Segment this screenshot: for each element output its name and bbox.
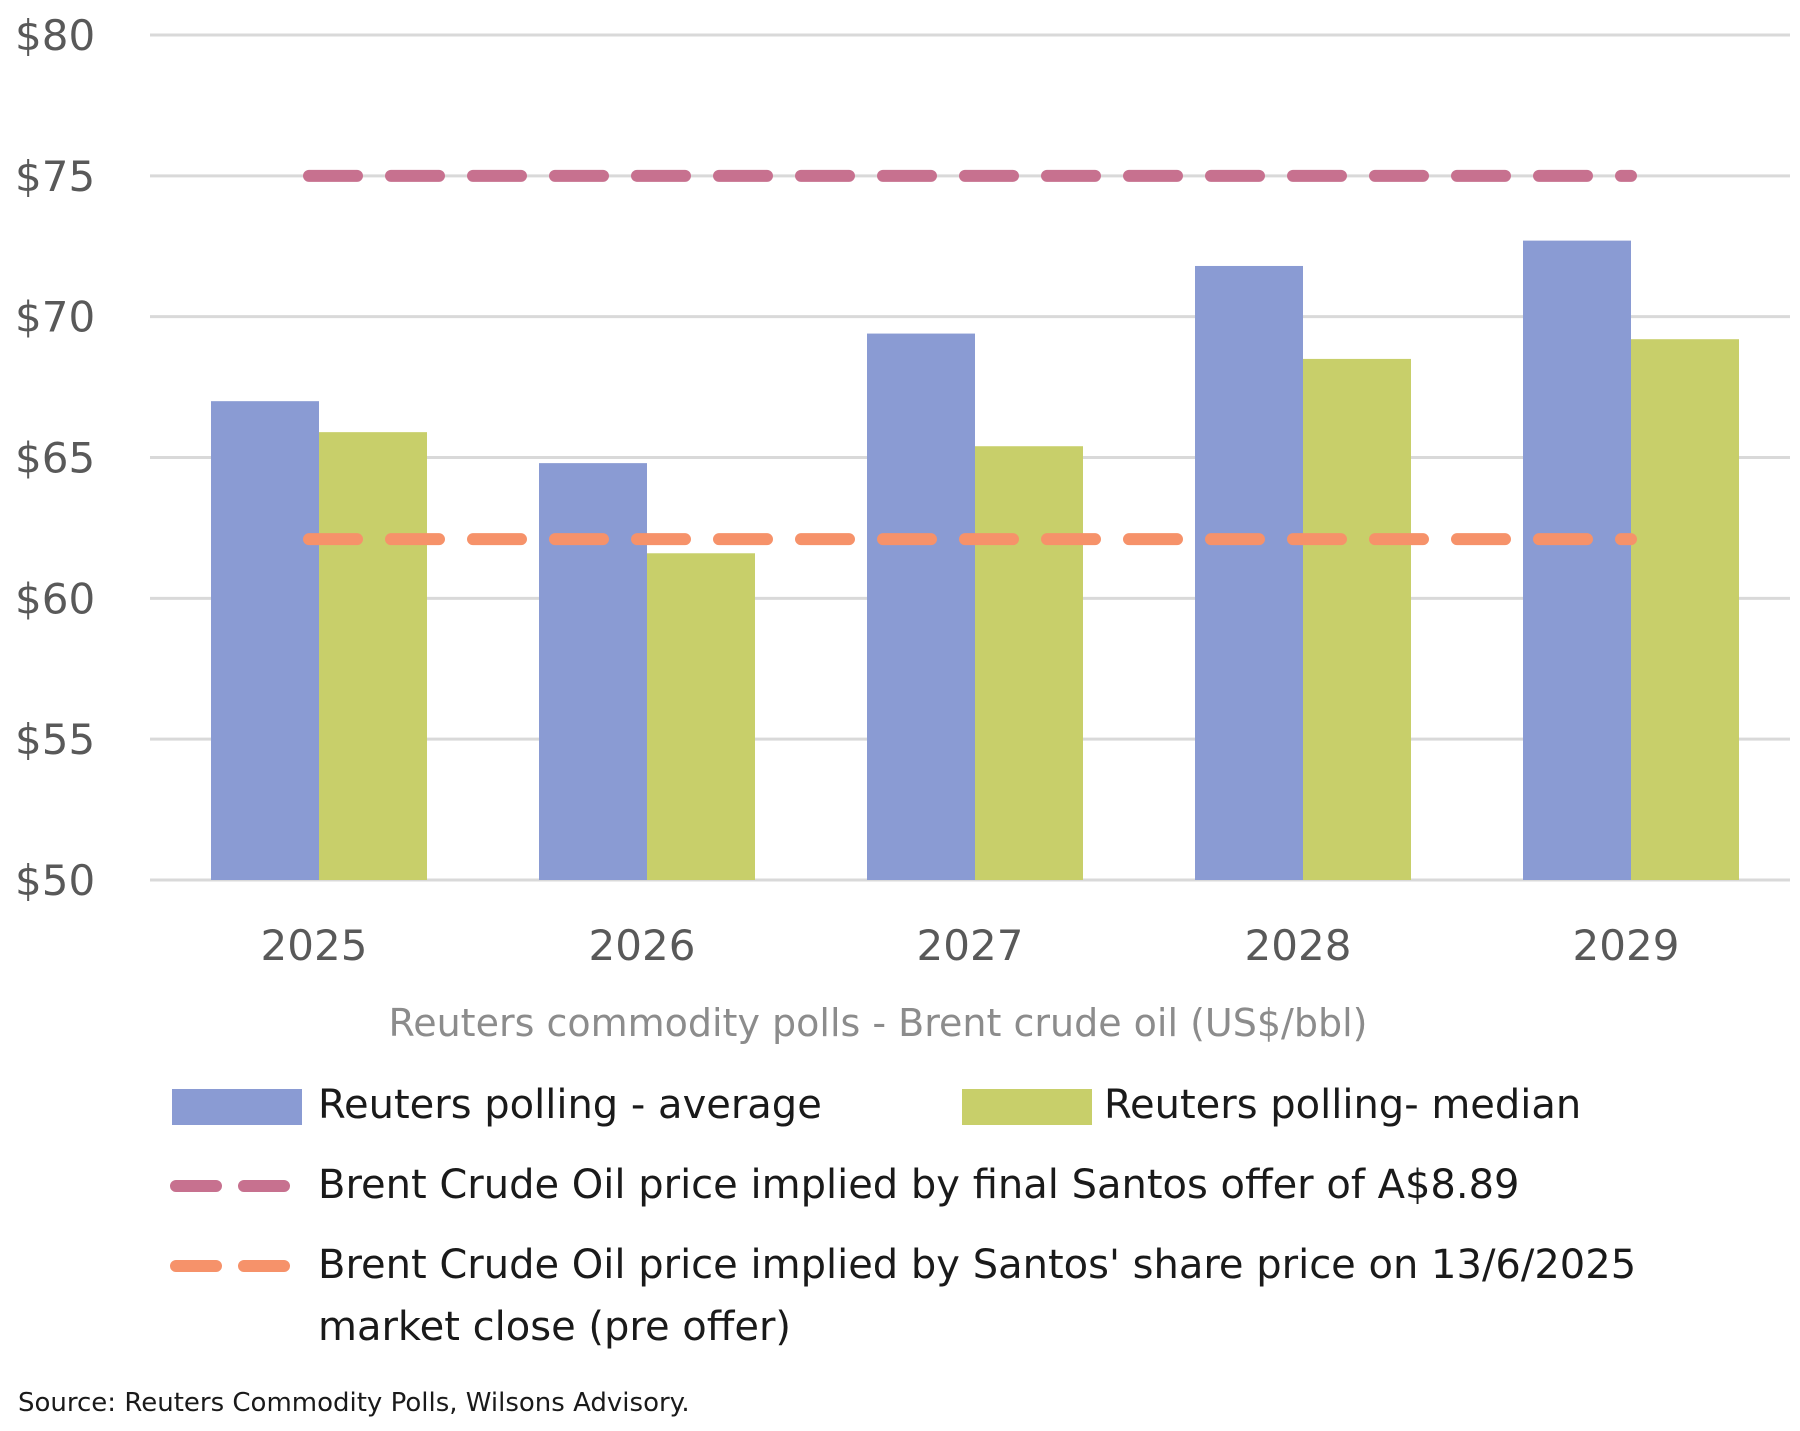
legend-label-offer: Brent Crude Oil price implied by final S…: [318, 1162, 1519, 1208]
y-tick-label: $60: [15, 574, 95, 623]
y-tick-label: $50: [15, 856, 95, 905]
bar-median: [647, 553, 755, 880]
y-tick-label: $70: [15, 293, 95, 342]
legend-swatch-average: [172, 1089, 302, 1125]
x-tick-label: 2027: [917, 921, 1024, 970]
bar-average: [1523, 240, 1631, 880]
x-axis-label: Reuters commodity polls - Brent crude oi…: [389, 1001, 1368, 1045]
bar-average: [539, 463, 647, 880]
x-tick-label: 2028: [1245, 921, 1352, 970]
y-axis-ticks: $50 $55 $60 $65 $70 $75 $80: [15, 11, 95, 905]
x-tick-label: 2026: [589, 921, 696, 970]
y-tick-label: $55: [15, 715, 95, 764]
legend-swatch-median: [962, 1089, 1092, 1125]
bar-median: [975, 446, 1083, 880]
bars: [211, 240, 1739, 881]
y-tick-label: $75: [15, 152, 95, 201]
bar-average: [867, 333, 975, 881]
bar-median: [1303, 358, 1411, 881]
legend-label-pre-offer-line2: market close (pre offer): [318, 1304, 791, 1350]
legend-label-median: Reuters polling- median: [1104, 1082, 1581, 1128]
legend: Reuters polling - average Reuters pollin…: [170, 1082, 1636, 1350]
reference-lines: [303, 169, 1637, 546]
bar-average: [211, 401, 319, 880]
x-tick-label: 2025: [261, 921, 368, 970]
bar-average: [1195, 265, 1303, 880]
y-tick-label: $65: [15, 434, 95, 483]
legend-label-average: Reuters polling - average: [318, 1082, 822, 1128]
x-axis-ticks: 2025 2026 2027 2028 2029: [261, 921, 1680, 970]
y-tick-label: $80: [15, 11, 95, 60]
source-note: Source: Reuters Commodity Polls, Wilsons…: [18, 1388, 690, 1418]
x-tick-label: 2029: [1573, 921, 1680, 970]
bar-median: [319, 432, 427, 880]
legend-label-pre-offer-line1: Brent Crude Oil price implied by Santos'…: [318, 1242, 1636, 1288]
bar-median: [1631, 339, 1739, 880]
